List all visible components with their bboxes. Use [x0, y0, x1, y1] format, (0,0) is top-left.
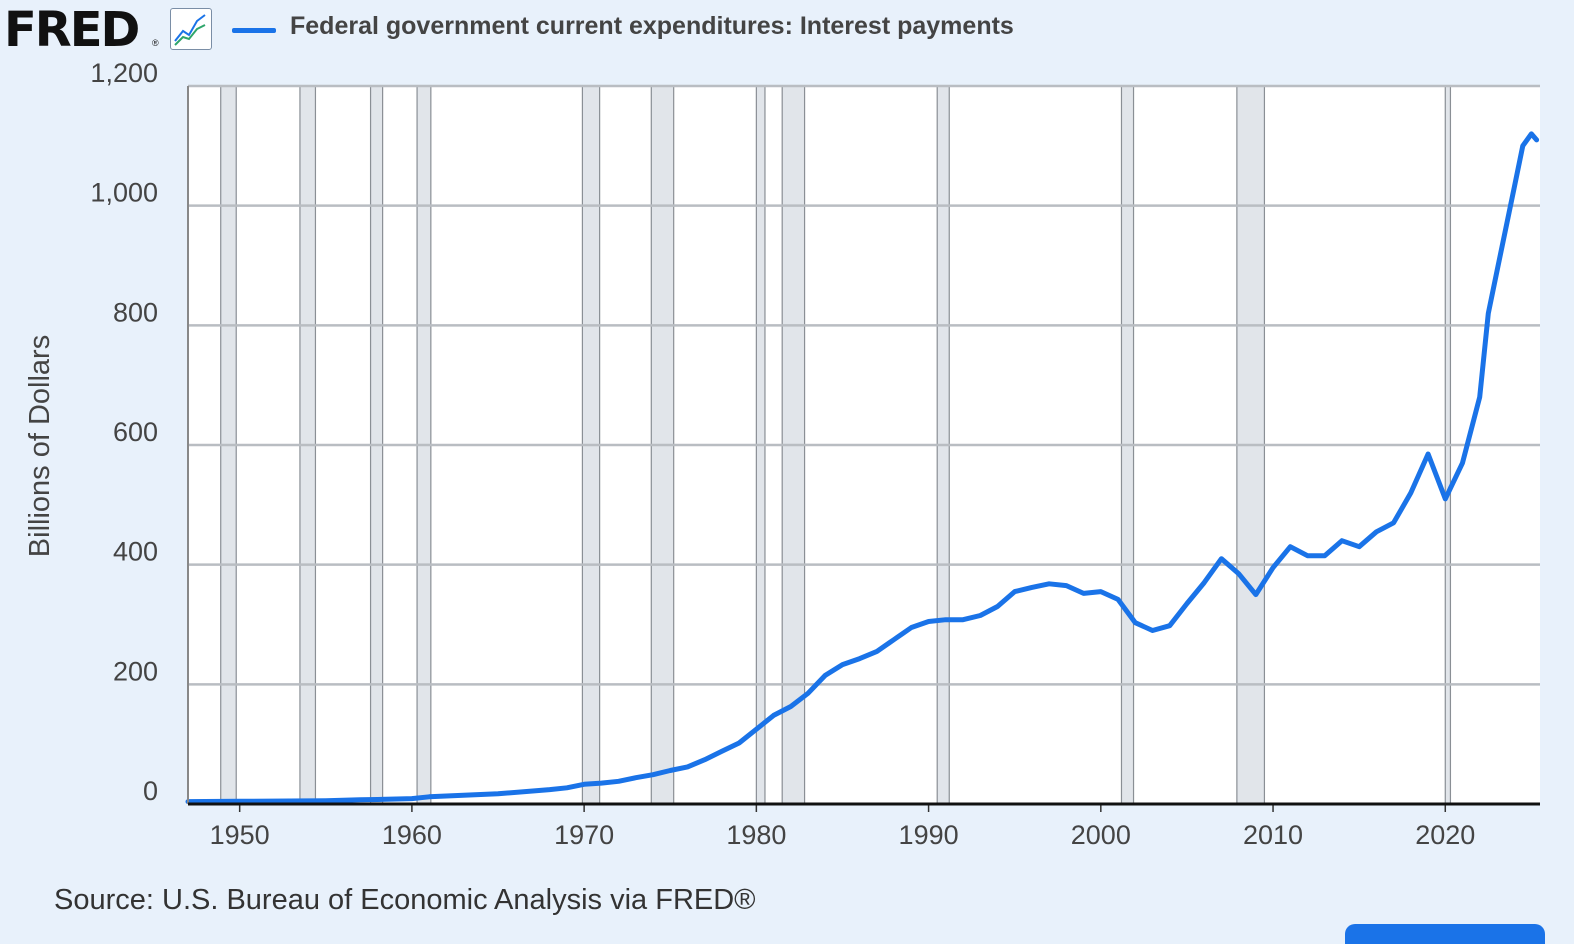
- y-tick-label: 800: [113, 297, 158, 327]
- y-tick-label: 1,000: [90, 178, 158, 208]
- x-tick-label: 1950: [210, 820, 270, 850]
- legend-line-swatch: [232, 28, 276, 33]
- legend-label[interactable]: Federal government current expenditures:…: [290, 12, 1014, 40]
- y-tick-label: 200: [113, 656, 158, 686]
- x-tick-label: 1990: [899, 820, 959, 850]
- y-tick-label: 1,200: [90, 58, 158, 88]
- x-tick-label: 1970: [554, 820, 614, 850]
- y-axis-label: Billions of Dollars: [24, 335, 56, 557]
- y-tick-label: 400: [113, 537, 158, 567]
- y-tick-label: 0: [143, 776, 158, 806]
- x-tick-label: 1980: [726, 820, 786, 850]
- x-tick-label: 1960: [382, 820, 442, 850]
- line-chart-icon[interactable]: [170, 8, 212, 50]
- chart-header: FRED ® Federal government current expend…: [0, 0, 1574, 60]
- y-tick-label: 600: [113, 417, 158, 447]
- source-text: Source: U.S. Bureau of Economic Analysis…: [54, 884, 756, 916]
- registered-mark: ®: [152, 38, 159, 48]
- x-tick-label: 2000: [1071, 820, 1131, 850]
- footer-button[interactable]: [1345, 924, 1545, 944]
- fred-logo[interactable]: FRED: [4, 2, 140, 58]
- x-tick-label: 2020: [1415, 820, 1475, 850]
- x-tick-label: 2010: [1243, 820, 1303, 850]
- series-line[interactable]: [185, 131, 1540, 805]
